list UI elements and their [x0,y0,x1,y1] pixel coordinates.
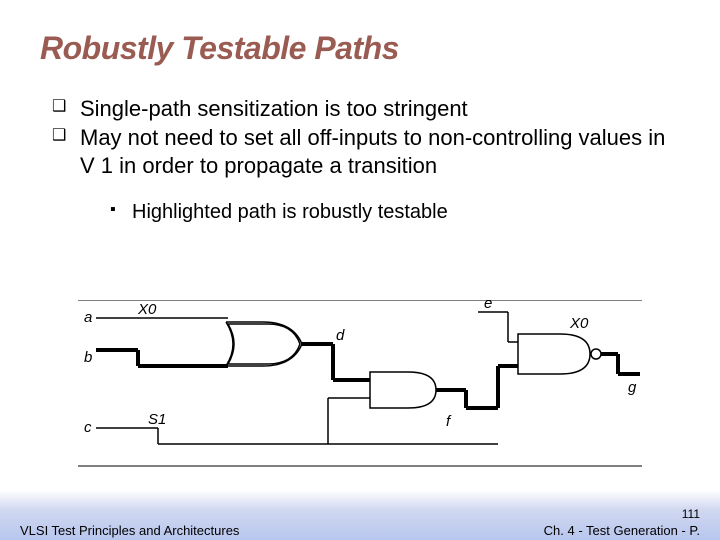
sub-bullet-item: Highlighted path is robustly testable [110,199,680,226]
bullet-item: Single-path sensitization is too stringe… [52,95,680,124]
page-number: 111 [544,507,700,521]
svg-text:f: f [446,413,452,430]
chapter-label: Ch. 4 - Test Generation - P. [544,523,700,538]
main-bullets: Single-path sensitization is too stringe… [52,95,680,181]
svg-text:X0: X0 [137,301,157,318]
svg-text:S1: S1 [148,411,166,428]
svg-text:b: b [84,349,92,366]
circuit-diagram: a X0 b c S1 d f [78,300,642,468]
bullet-item: May not need to set all off-inputs to no… [52,124,680,181]
slide-title: Robustly Testable Paths [40,30,680,67]
svg-text:c: c [84,419,92,436]
footer-right: 111 Ch. 4 - Test Generation - P. [544,507,700,538]
svg-text:d: d [336,327,345,344]
svg-text:g: g [628,379,637,396]
slide-footer: VLSI Test Principles and Architectures 1… [0,490,720,540]
svg-text:X0: X0 [569,315,589,332]
footer-left: VLSI Test Principles and Architectures [20,523,544,538]
svg-text:a: a [84,309,92,326]
sub-bullets: Highlighted path is robustly testable [110,199,680,226]
svg-text:e: e [484,300,492,312]
